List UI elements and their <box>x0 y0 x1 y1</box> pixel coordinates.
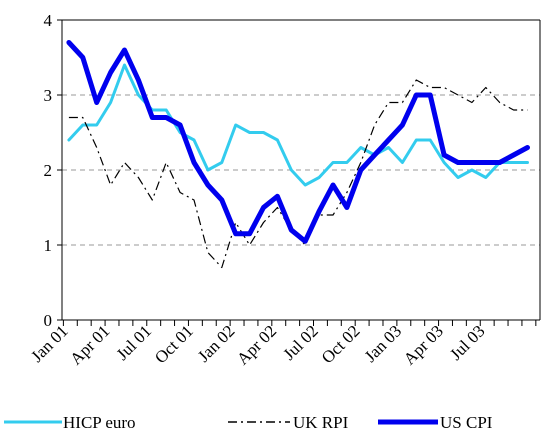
y-tick-label-2: 2 <box>44 161 53 180</box>
legend-label-0: HICP euro <box>63 413 136 432</box>
x-tick-label-6: Jul 02 <box>279 321 321 363</box>
series-line-uk-rpi <box>68 79 528 269</box>
x-tick-label-4: Jan 02 <box>194 321 238 365</box>
x-tick-label-9: Apr 03 <box>400 321 447 368</box>
legend: HICP euro UK RPI US CPI <box>4 413 493 432</box>
x-tick-label-7: Oct 02 <box>318 321 364 367</box>
legend-label-2: US CPI <box>440 413 493 432</box>
y-tick-label-0: 0 <box>44 311 53 330</box>
y-tick-label-4: 4 <box>44 11 53 30</box>
x-tick-label-10: Jul 03 <box>446 321 488 363</box>
x-tick-label-8: Jan 03 <box>361 321 405 365</box>
y-tick-label-1: 1 <box>44 236 53 255</box>
x-tick-label-2: Jul 01 <box>113 321 155 363</box>
x-tick-label-5: Apr 02 <box>233 321 280 368</box>
x-tick-label-1: Apr 01 <box>66 321 113 368</box>
y-tick-label-3: 3 <box>44 86 53 105</box>
series-line-us-cpi <box>66 40 530 244</box>
x-tick-label-3: Oct 01 <box>151 321 197 367</box>
series-lines <box>66 40 530 269</box>
legend-label-1: UK RPI <box>293 413 349 432</box>
axes <box>61 19 541 321</box>
grid-lines <box>62 94 540 246</box>
y-axis-ticks: 0 1 2 3 4 <box>44 11 62 330</box>
